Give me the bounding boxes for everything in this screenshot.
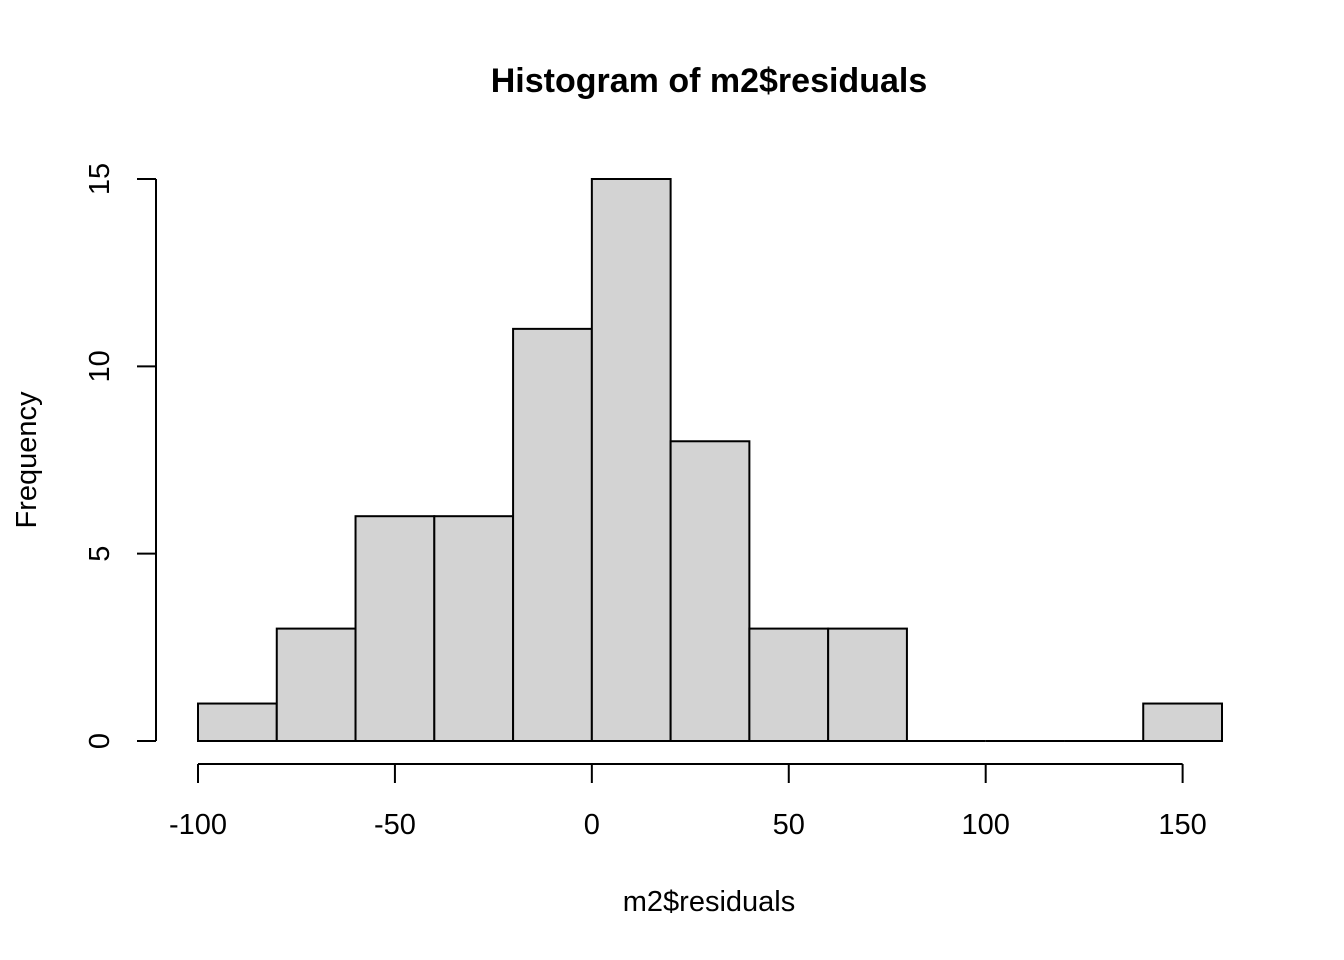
histogram-bar	[590, 178, 672, 742]
histogram-bar	[433, 515, 515, 743]
histogram-bar	[512, 327, 593, 742]
histogram-bar	[275, 627, 357, 742]
y-tick-label: 10	[84, 350, 116, 382]
x-tick-label: -50	[374, 809, 416, 841]
x-tick-label: 150	[1158, 809, 1206, 841]
y-tick-label: 0	[84, 733, 116, 749]
bars-group	[197, 178, 1223, 743]
histogram-bar	[827, 627, 908, 742]
y-axis-label: Frequency	[11, 391, 43, 529]
histogram-bar	[354, 515, 436, 743]
chart-title: Histogram of m2$residuals	[491, 62, 927, 100]
x-tick-label: 50	[773, 809, 805, 841]
y-tick-label: 15	[84, 163, 116, 195]
x-axis-label: m2$residuals	[623, 886, 795, 918]
histogram-bar	[748, 627, 830, 742]
x-tick-label: 100	[961, 809, 1009, 841]
histogram-bar	[1142, 702, 1223, 742]
y-tick-label: 5	[84, 546, 116, 562]
x-axis: -100 -50 0 50 100 150	[169, 763, 1207, 841]
x-tick-label: -100	[169, 809, 227, 841]
x-tick-label: 0	[584, 809, 600, 841]
y-axis: 0 5 10 15	[84, 163, 157, 749]
histogram-bar	[669, 440, 751, 742]
histogram-bar	[197, 702, 278, 742]
